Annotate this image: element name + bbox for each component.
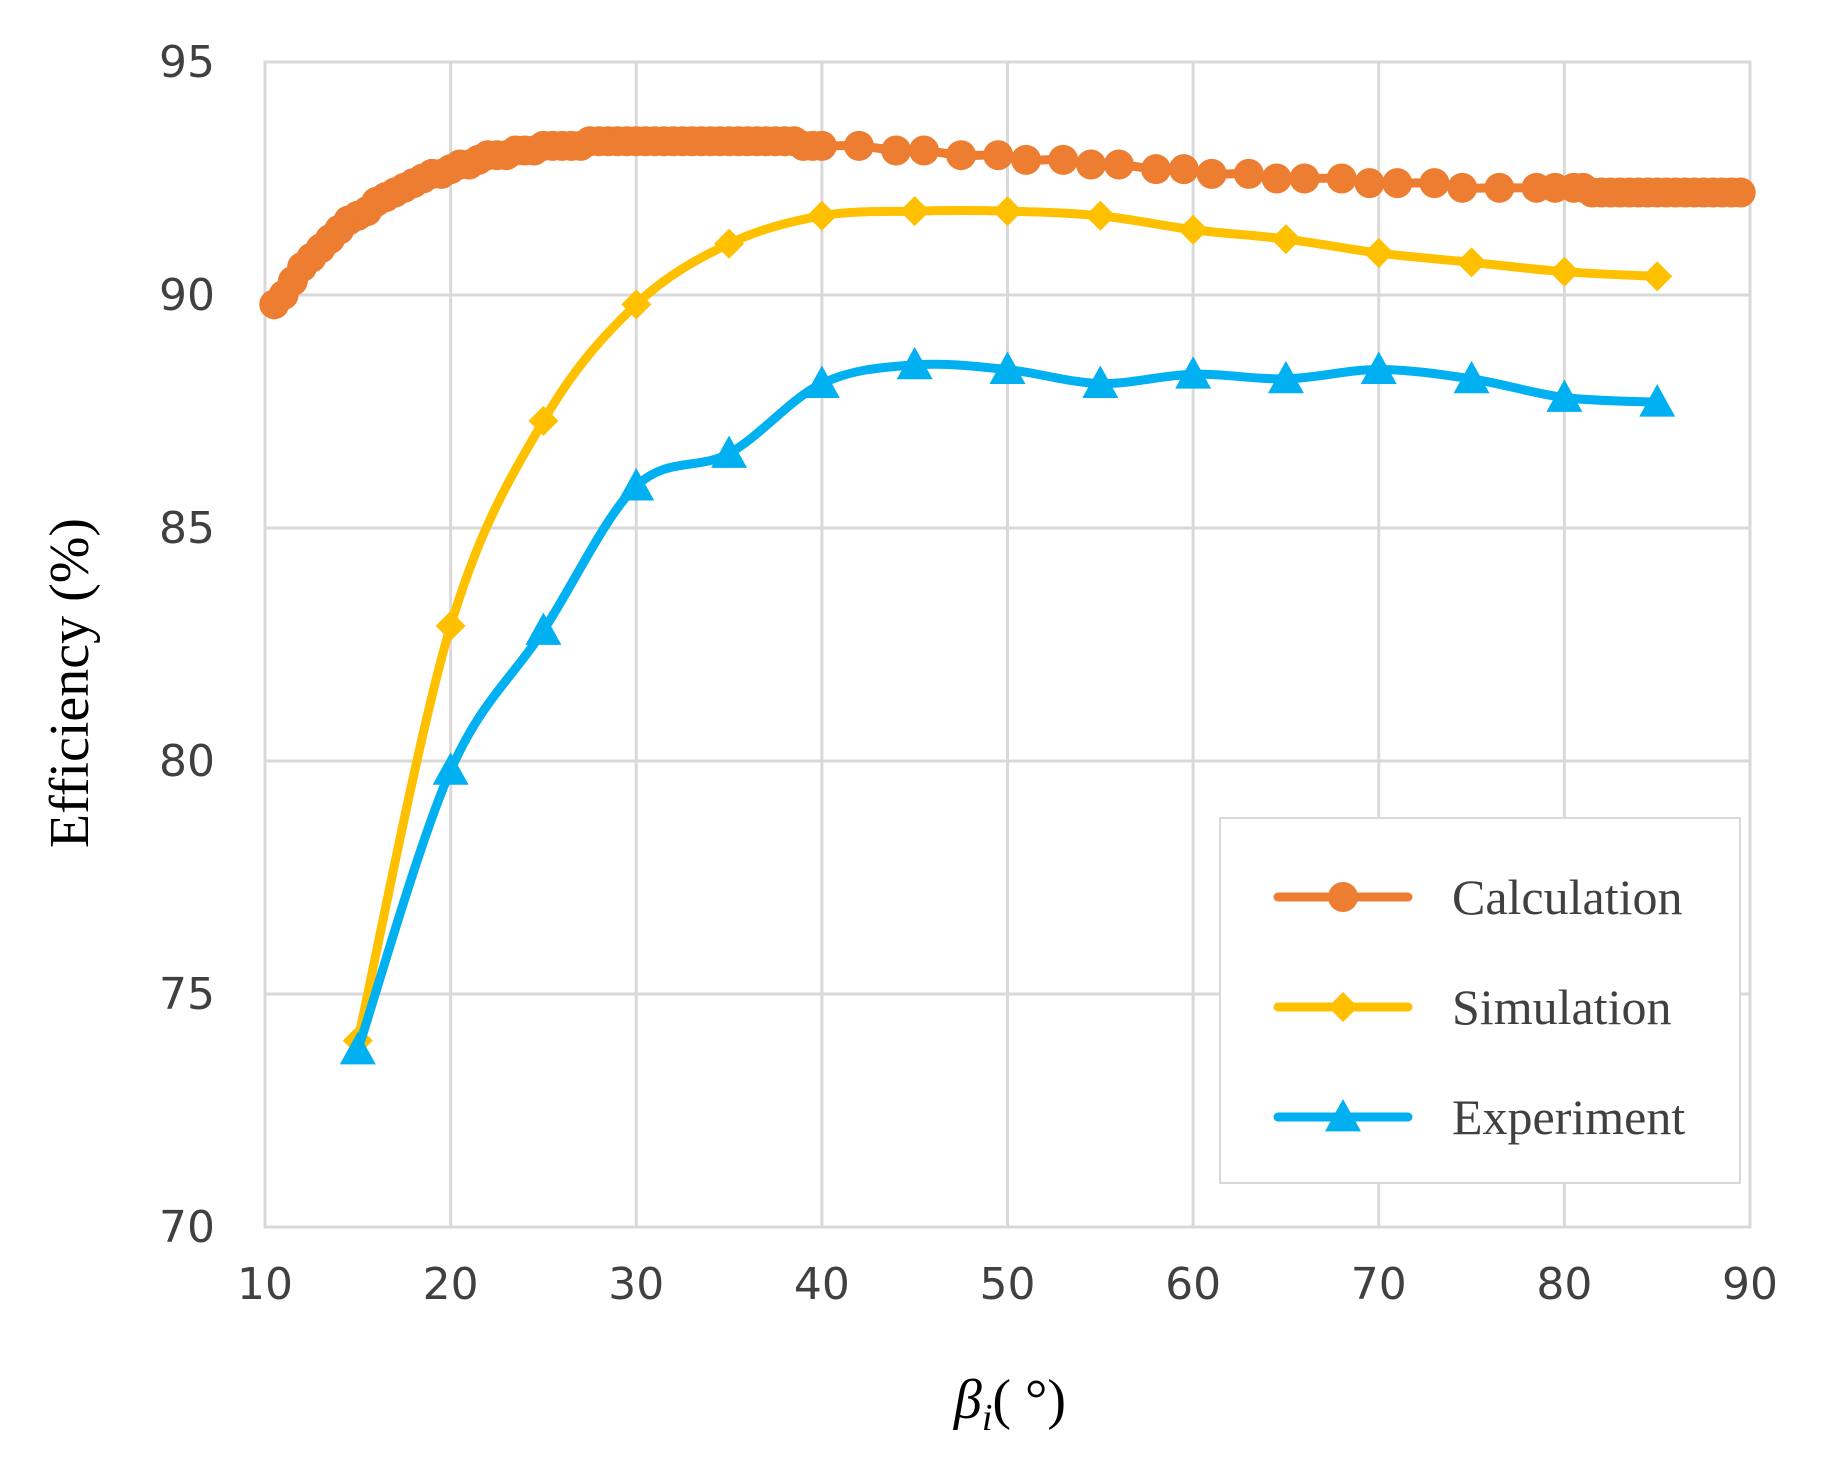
x-axis-symbol: β [953, 1369, 982, 1431]
y-axis-title: Efficiency (%) [39, 518, 101, 848]
data-point-calculation [908, 135, 939, 166]
y-tick-label: 80 [159, 736, 215, 787]
data-point-calculation [1447, 172, 1478, 203]
data-point-experiment [432, 752, 469, 785]
data-point-experiment [896, 346, 933, 380]
x-tick-label: 40 [794, 1259, 850, 1310]
y-tick-label: 85 [159, 503, 215, 554]
data-point-calculation [881, 135, 912, 166]
data-point-simulation [1178, 214, 1209, 245]
data-point-calculation [806, 130, 837, 161]
data-point-calculation [844, 130, 874, 161]
plot-area-frame [263, 60, 1752, 1229]
data-point-calculation [1725, 177, 1756, 208]
x-axis-unit: ( °) [992, 1369, 1066, 1431]
x-tick-label: 90 [1722, 1259, 1778, 1310]
data-point-experiment [989, 351, 1026, 384]
data-point-experiment [525, 612, 562, 645]
legend-swatch-marker [1328, 992, 1358, 1022]
data-point-experiment [339, 1031, 376, 1065]
legend-label-simulation: Simulation [1452, 979, 1671, 1035]
data-point-experiment [618, 468, 655, 501]
x-axis-subscript: i [982, 1397, 993, 1439]
data-point-experiment [1082, 365, 1119, 398]
data-point-simulation [806, 200, 837, 231]
data-point-simulation [1363, 238, 1394, 269]
data-point-experiment [1546, 379, 1583, 412]
data-point-simulation [714, 228, 745, 259]
data-point-experiment [711, 435, 748, 468]
legend-box [1219, 817, 1741, 1184]
legend-label-calculation: Calculation [1452, 869, 1683, 925]
data-point-calculation [1141, 154, 1171, 185]
data-point-simulation [992, 196, 1023, 227]
data-point-experiment [1639, 384, 1676, 417]
data-point-simulation [1549, 256, 1580, 287]
legend-item-simulation: Simulation [1273, 979, 1671, 1035]
data-point-calculation [1011, 144, 1042, 175]
data-point-simulation [621, 289, 652, 320]
data-point-calculation [1103, 149, 1134, 180]
y-axis-tick-labels: 70 75 80 85 90 95 [159, 37, 215, 1253]
data-point-experiment [1267, 360, 1304, 394]
y-tick-label: 90 [159, 270, 215, 321]
legend-item-experiment: Experiment [1273, 1089, 1685, 1145]
data-point-calculation [1354, 168, 1385, 199]
data-point-simulation [1270, 224, 1301, 255]
data-point-calculation [1261, 163, 1292, 194]
data-point-calculation [1382, 168, 1413, 199]
x-tick-label: 80 [1536, 1259, 1592, 1310]
data-point-simulation [1085, 200, 1116, 231]
legend-swatch-marker [1328, 882, 1358, 912]
data-point-calculation [1076, 149, 1107, 180]
y-tick-label: 95 [159, 37, 215, 88]
data-point-calculation [983, 140, 1014, 171]
data-point-simulation [1642, 261, 1673, 292]
y-tick-label: 70 [159, 1202, 215, 1253]
legend-label-experiment: Experiment [1452, 1089, 1685, 1145]
data-point-simulation [899, 196, 930, 227]
data-series [259, 126, 1756, 1065]
data-point-calculation [1168, 154, 1199, 185]
series-line-experiment [353, 359, 1662, 1055]
data-point-experiment [1175, 356, 1212, 389]
legend-swatch-marker [1325, 1099, 1361, 1132]
data-point-simulation [435, 610, 466, 641]
data-point-calculation [1289, 163, 1320, 194]
data-point-experiment [803, 365, 840, 398]
x-tick-label: 30 [608, 1259, 664, 1310]
x-tick-label: 10 [237, 1259, 293, 1310]
data-point-experiment [1453, 360, 1490, 394]
data-point-calculation [1326, 163, 1357, 194]
x-axis-tick-labels: 10 20 30 40 50 60 70 80 90 [237, 1259, 1778, 1310]
data-point-calculation [1233, 158, 1264, 189]
y-tick-label: 75 [159, 969, 215, 1020]
data-point-simulation [528, 405, 559, 436]
data-point-calculation [1048, 144, 1079, 175]
legend: Calculation Simulation Experiment [1219, 817, 1741, 1184]
data-point-calculation [946, 140, 977, 171]
data-point-experiment [1360, 351, 1397, 384]
series-calculation [259, 126, 1756, 320]
x-tick-label: 50 [980, 1259, 1036, 1310]
data-point-calculation [1196, 158, 1227, 189]
data-point-calculation [1419, 168, 1450, 199]
legend-item-calculation: Calculation [1273, 869, 1683, 925]
x-axis-title: βi( °) [953, 1369, 1066, 1439]
series-simulation [342, 196, 1673, 1056]
data-point-simulation [1456, 247, 1487, 278]
x-tick-label: 60 [1165, 1259, 1221, 1310]
data-point-calculation [1484, 172, 1515, 203]
series-experiment [339, 346, 1676, 1065]
x-tick-label: 70 [1351, 1259, 1407, 1310]
x-tick-label: 20 [423, 1259, 479, 1310]
